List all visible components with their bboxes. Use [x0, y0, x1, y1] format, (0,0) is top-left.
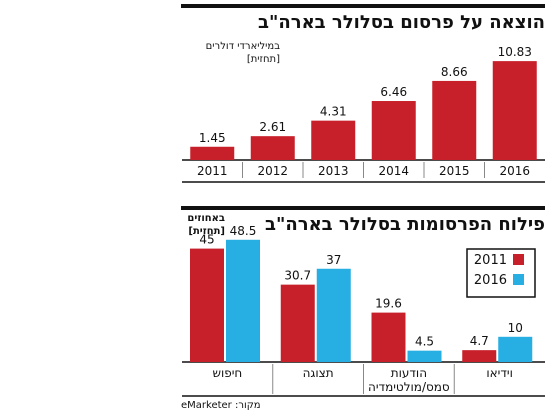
chart-1-bar: [311, 120, 356, 160]
chart-2-category-label: חיפוש: [212, 366, 242, 380]
chart-2-category-label: וידיאו: [486, 366, 512, 380]
chart-1-tick-label: 2012: [257, 164, 288, 178]
chart-1-bar: [492, 61, 537, 161]
chart-1-tick-label: 2015: [439, 164, 470, 178]
chart-2-value-label: 45: [199, 233, 214, 247]
chart-1-title: הוצאה על פרסום בסלולר בארה"ב: [181, 4, 545, 34]
chart-2-value-label: 37: [326, 253, 341, 267]
chart-2-legend-swatch: [513, 274, 524, 285]
chart-2-value-label: 4.7: [470, 334, 489, 348]
chart-2-bar-2011: [190, 248, 224, 362]
chart-2-bar-2011: [371, 312, 406, 362]
chart-1-tick-label: 2014: [378, 164, 409, 178]
chart-2-bar-2011: [462, 350, 497, 362]
chart-2-bar-2016: [226, 239, 260, 362]
chart-2-title: פילוח הפרסומות בסלולר בארה"ב: [181, 206, 545, 236]
chart-1-tick-label: 2011: [197, 164, 228, 178]
source-label: מקור: eMarketer: [181, 400, 261, 411]
chart-2-unit-label: באחוזים [תחזית]: [187, 213, 225, 237]
chart-1-value-label: 6.46: [380, 85, 407, 99]
chart-2-value-label: 19.6: [375, 297, 402, 311]
chart-1-value-label: 1.45: [199, 131, 226, 145]
chart-1-bar: [432, 80, 477, 160]
chart-2-legend-label: 2011: [474, 253, 507, 268]
chart-1-bar: [190, 146, 235, 160]
chart-2-legend-label: 2016: [474, 273, 507, 288]
chart-1-value-label: 10.83: [498, 45, 532, 59]
chart-1-bar: [371, 101, 416, 160]
chart-2-bar-2016: [407, 350, 442, 362]
chart-2-value-label: 4.5: [415, 335, 434, 349]
chart-2-bar-2016: [498, 336, 533, 362]
chart-2-value-label: 48.5: [230, 224, 257, 238]
chart-1-value-label: 8.66: [441, 65, 468, 79]
chart-2-value-label: 10: [508, 321, 523, 335]
chart-1-value-label: 2.61: [259, 120, 286, 134]
chart-2-category-label: סמס/מולטימדיה: [368, 380, 450, 394]
chart-1-tick-label: 2013: [318, 164, 349, 178]
chart-1-bar: [250, 136, 295, 160]
chart-2-category-label: תצוגה: [303, 366, 334, 380]
chart-1-unit-label: במיליארדי דולרים [תחזית]: [205, 41, 280, 65]
chart-2-category-label: הודעות: [391, 366, 427, 380]
chart-2-bar-2016: [316, 268, 351, 362]
chart-1-value-label: 4.31: [320, 105, 347, 119]
chart-2-bar-2011: [280, 284, 315, 362]
chart-2-value-label: 30.7: [284, 269, 311, 283]
chart-1-tick-label: 2016: [499, 164, 530, 178]
chart-2-legend-swatch: [513, 254, 524, 265]
